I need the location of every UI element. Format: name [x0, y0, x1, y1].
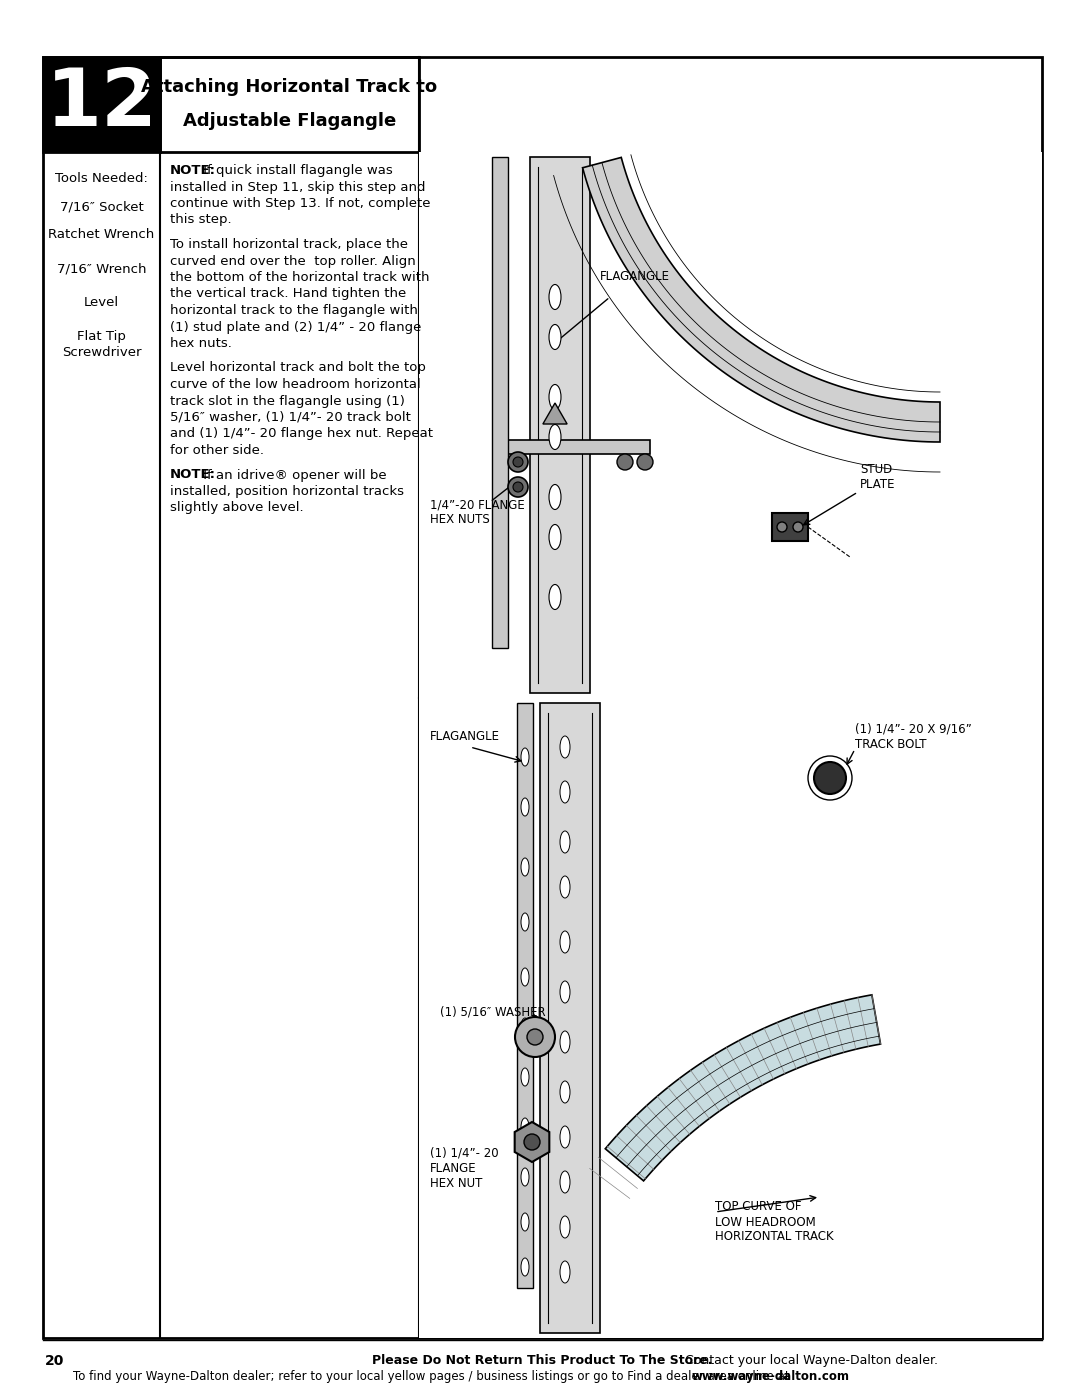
Ellipse shape [561, 1171, 570, 1193]
Text: FLAGANGLE: FLAGANGLE [430, 731, 500, 743]
Text: STUD
PLATE: STUD PLATE [860, 462, 895, 490]
Ellipse shape [521, 858, 529, 876]
Ellipse shape [521, 1067, 529, 1085]
Ellipse shape [549, 584, 561, 609]
Text: Ratchet Wrench: Ratchet Wrench [49, 228, 154, 242]
Bar [530, 156, 590, 693]
Ellipse shape [521, 747, 529, 766]
Text: curve of the low headroom horizontal: curve of the low headroom horizontal [170, 379, 421, 391]
Text: NOTE:: NOTE: [170, 468, 216, 482]
Ellipse shape [561, 831, 570, 854]
Ellipse shape [549, 425, 561, 450]
Ellipse shape [549, 485, 561, 510]
Ellipse shape [549, 524, 561, 549]
Text: continue with Step 13. If not, complete: continue with Step 13. If not, complete [170, 197, 431, 210]
Bar [160, 57, 419, 152]
Circle shape [513, 457, 523, 467]
Text: (1) 1/4”- 20 X 9/16”
TRACK BOLT: (1) 1/4”- 20 X 9/16” TRACK BOLT [855, 724, 972, 752]
Text: If an idrive® opener will be: If an idrive® opener will be [200, 468, 387, 482]
Text: Level: Level [84, 296, 119, 309]
Ellipse shape [561, 1081, 570, 1104]
Ellipse shape [521, 1213, 529, 1231]
Circle shape [508, 453, 528, 472]
Bar [419, 698, 1042, 1338]
Ellipse shape [549, 324, 561, 349]
Polygon shape [582, 158, 940, 441]
Circle shape [814, 761, 846, 793]
Text: 7/16″ Socket: 7/16″ Socket [59, 200, 144, 212]
Bar [500, 440, 650, 454]
Circle shape [508, 476, 528, 497]
Text: the bottom of the horizontal track with: the bottom of the horizontal track with [170, 271, 430, 284]
Text: this step.: this step. [170, 214, 231, 226]
Text: and (1) 1/4”- 20 flange hex nut. Repeat: and (1) 1/4”- 20 flange hex nut. Repeat [170, 427, 433, 440]
Text: installed, position horizontal tracks: installed, position horizontal tracks [170, 485, 404, 497]
Ellipse shape [521, 968, 529, 986]
Text: 5/16″ washer, (1) 1/4”- 20 track bolt: 5/16″ washer, (1) 1/4”- 20 track bolt [170, 411, 410, 425]
Polygon shape [605, 995, 880, 1180]
Text: (1) stud plate and (2) 1/4” - 20 flange: (1) stud plate and (2) 1/4” - 20 flange [170, 320, 421, 334]
Ellipse shape [521, 1018, 529, 1037]
Circle shape [617, 454, 633, 469]
Text: 20: 20 [45, 1354, 65, 1368]
Ellipse shape [561, 736, 570, 759]
Ellipse shape [561, 930, 570, 953]
Ellipse shape [521, 914, 529, 930]
Ellipse shape [561, 1215, 570, 1238]
Text: TOP CURVE OF
LOW HEADROOM
HORIZONTAL TRACK: TOP CURVE OF LOW HEADROOM HORIZONTAL TRA… [715, 1200, 834, 1243]
Text: hex nuts.: hex nuts. [170, 337, 232, 351]
Ellipse shape [521, 798, 529, 816]
Text: 1/4”-20 FLANGE
HEX NUTS: 1/4”-20 FLANGE HEX NUTS [430, 497, 525, 527]
Text: track slot in the flagangle using (1): track slot in the flagangle using (1) [170, 394, 405, 408]
Ellipse shape [561, 781, 570, 803]
Bar [419, 152, 1042, 698]
Text: 12: 12 [45, 66, 158, 144]
Text: Attaching Horizontal Track to: Attaching Horizontal Track to [141, 78, 437, 96]
Text: for other side.: for other side. [170, 444, 264, 457]
Circle shape [793, 522, 804, 532]
Ellipse shape [561, 876, 570, 898]
Text: curved end over the  top roller. Align: curved end over the top roller. Align [170, 254, 416, 267]
Text: www.wayne-dalton.com: www.wayne-dalton.com [692, 1370, 850, 1383]
Text: Flat Tip
Screwdriver: Flat Tip Screwdriver [62, 330, 141, 359]
Ellipse shape [561, 1126, 570, 1148]
Ellipse shape [521, 1259, 529, 1275]
Text: If quick install flagangle was: If quick install flagangle was [200, 163, 393, 177]
Circle shape [777, 522, 787, 532]
Text: installed in Step 11, skip this step and: installed in Step 11, skip this step and [170, 180, 426, 194]
Text: NOTE:: NOTE: [170, 163, 216, 177]
Bar [517, 703, 534, 1288]
Ellipse shape [561, 981, 570, 1003]
Circle shape [513, 482, 523, 492]
Text: 7/16″ Wrench: 7/16″ Wrench [57, 263, 146, 275]
Circle shape [527, 1030, 543, 1045]
Text: slightly above level.: slightly above level. [170, 502, 303, 514]
Text: the vertical track. Hand tighten the: the vertical track. Hand tighten the [170, 288, 406, 300]
Circle shape [524, 1134, 540, 1150]
Bar [772, 513, 808, 541]
Text: FLAGANGLE: FLAGANGLE [600, 271, 670, 284]
Ellipse shape [549, 384, 561, 409]
Bar [540, 703, 600, 1333]
Circle shape [515, 1017, 555, 1058]
Ellipse shape [521, 1168, 529, 1186]
Circle shape [637, 454, 653, 469]
Text: (1) 1/4”- 20
FLANGE
HEX NUT: (1) 1/4”- 20 FLANGE HEX NUT [430, 1147, 499, 1190]
Text: horizontal track to the flagangle with: horizontal track to the flagangle with [170, 305, 418, 317]
Ellipse shape [561, 1261, 570, 1282]
Text: To install horizontal track, place the: To install horizontal track, place the [170, 237, 408, 251]
Text: Please Do Not Return This Product To The Store.: Please Do Not Return This Product To The… [373, 1354, 713, 1368]
Ellipse shape [521, 1118, 529, 1136]
Ellipse shape [549, 285, 561, 310]
Text: Adjustable Flagangle: Adjustable Flagangle [183, 113, 396, 130]
Text: Level horizontal track and bolt the top: Level horizontal track and bolt the top [170, 362, 426, 374]
Bar [43, 57, 160, 152]
Text: (1) 5/16″ WASHER: (1) 5/16″ WASHER [440, 1006, 545, 1018]
Ellipse shape [561, 1031, 570, 1053]
Text: To find your Wayne-Dalton dealer; refer to your local yellow pages / business li: To find your Wayne-Dalton dealer; refer … [73, 1370, 794, 1383]
Text: Tools Needed:: Tools Needed: [55, 172, 148, 184]
Bar [492, 156, 508, 648]
Text: Contact your local Wayne-Dalton dealer.: Contact your local Wayne-Dalton dealer. [680, 1354, 937, 1368]
